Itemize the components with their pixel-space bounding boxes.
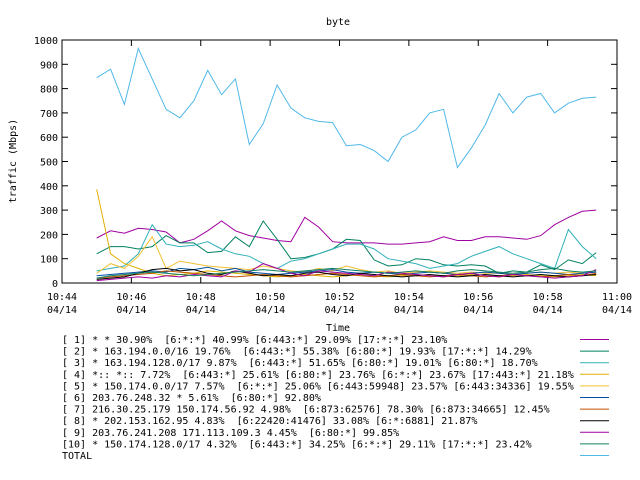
- legend-label: [ 6] 203.76.248.32 * 5.61% [6:80:*] 92.8…: [62, 393, 321, 404]
- y-tick-label: 900: [40, 60, 58, 71]
- legend-label: [ 9] 203.76.241.208 171.113.109.3 4.45% …: [62, 428, 399, 439]
- y-tick-label: 300: [40, 206, 58, 217]
- chart-title: byte: [326, 17, 350, 28]
- x-tick-date: 04/14: [533, 305, 563, 316]
- y-tick-label: 600: [40, 133, 58, 144]
- x-tick-time: 10:56: [463, 292, 493, 303]
- x-tick-time: 11:00: [602, 292, 632, 303]
- legend-label: [ 4] *:: *:: 7.72% [6:443:*] 25.61% [6:8…: [62, 370, 574, 381]
- legend-label: [ 7] 216.30.25.179 150.174.56.92 4.98% […: [62, 405, 550, 416]
- legend-label: [ 3] * 163.194.128.0/17 9.87% [6:443:*] …: [62, 358, 538, 369]
- legend-label: TOTAL: [62, 451, 92, 462]
- x-tick-time: 10:50: [255, 292, 285, 303]
- x-tick-date: 04/14: [116, 305, 146, 316]
- series-line-10: [96, 267, 597, 279]
- y-tick-label: 800: [40, 85, 58, 96]
- y-axis: 0 100 200 300 400 500 600 700 800 900 1000: [34, 36, 617, 290]
- x-tick-date: 04/14: [255, 305, 285, 316]
- y-tick-label: 400: [40, 182, 58, 193]
- legend-label: [10] * 150.174.128.0/17 4.32% [6:443:*] …: [62, 439, 532, 450]
- x-tick-time: 10:48: [186, 292, 216, 303]
- x-tick-date: 04/14: [47, 305, 77, 316]
- x-tick-time: 10:46: [116, 292, 146, 303]
- y-tick-label: 500: [40, 158, 58, 169]
- y-tick-label: 0: [52, 279, 58, 290]
- x-tick-date: 04/14: [463, 305, 493, 316]
- x-axis: 10:44 04/14 10:46 04/14 10:48 04/14 10:50 04/14…: [47, 40, 632, 316]
- y-axis-label: traffic (Mbps): [8, 119, 19, 203]
- x-tick-time: 10:44: [47, 292, 77, 303]
- x-tick-time: 10:58: [533, 292, 563, 303]
- series-line-9: [96, 263, 597, 282]
- x-tick-date: 04/14: [394, 305, 424, 316]
- series-line-2: [96, 220, 597, 274]
- legend-label: [ 2] * 163.194.0.0/16 19.76% [6:443:*] 5…: [62, 347, 532, 358]
- y-tick-label: 1000: [34, 36, 58, 47]
- series-line-3: [96, 223, 597, 272]
- y-tick-label: 100: [40, 255, 58, 266]
- legend: [ 1] * * 30.90% [6:*:*] 40.99% [6:443:*]…: [62, 335, 609, 462]
- y-tick-label: 700: [40, 109, 58, 120]
- x-tick-time: 10:54: [394, 292, 424, 303]
- x-tick-date: 04/14: [186, 305, 216, 316]
- x-tick-date: 04/14: [324, 305, 354, 316]
- legend-label: [ 5] * 150.174.0.0/17 7.57% [6:*:*] 25.0…: [62, 381, 574, 392]
- legend-label: [ 8] * 202.153.162.95 4.83% [6:22420:414…: [62, 416, 477, 427]
- x-axis-label: Time: [326, 323, 350, 334]
- legend-label: [ 1] * * 30.90% [6:*:*] 40.99% [6:443:*]…: [62, 335, 447, 346]
- series-lines: [96, 46, 597, 282]
- x-tick-time: 10:52: [324, 292, 354, 303]
- series-line-8: [96, 267, 597, 280]
- series-line-4: [96, 189, 597, 278]
- x-tick-date: 04/14: [602, 305, 632, 316]
- series-line-11: [96, 46, 597, 169]
- y-tick-label: 200: [40, 230, 58, 241]
